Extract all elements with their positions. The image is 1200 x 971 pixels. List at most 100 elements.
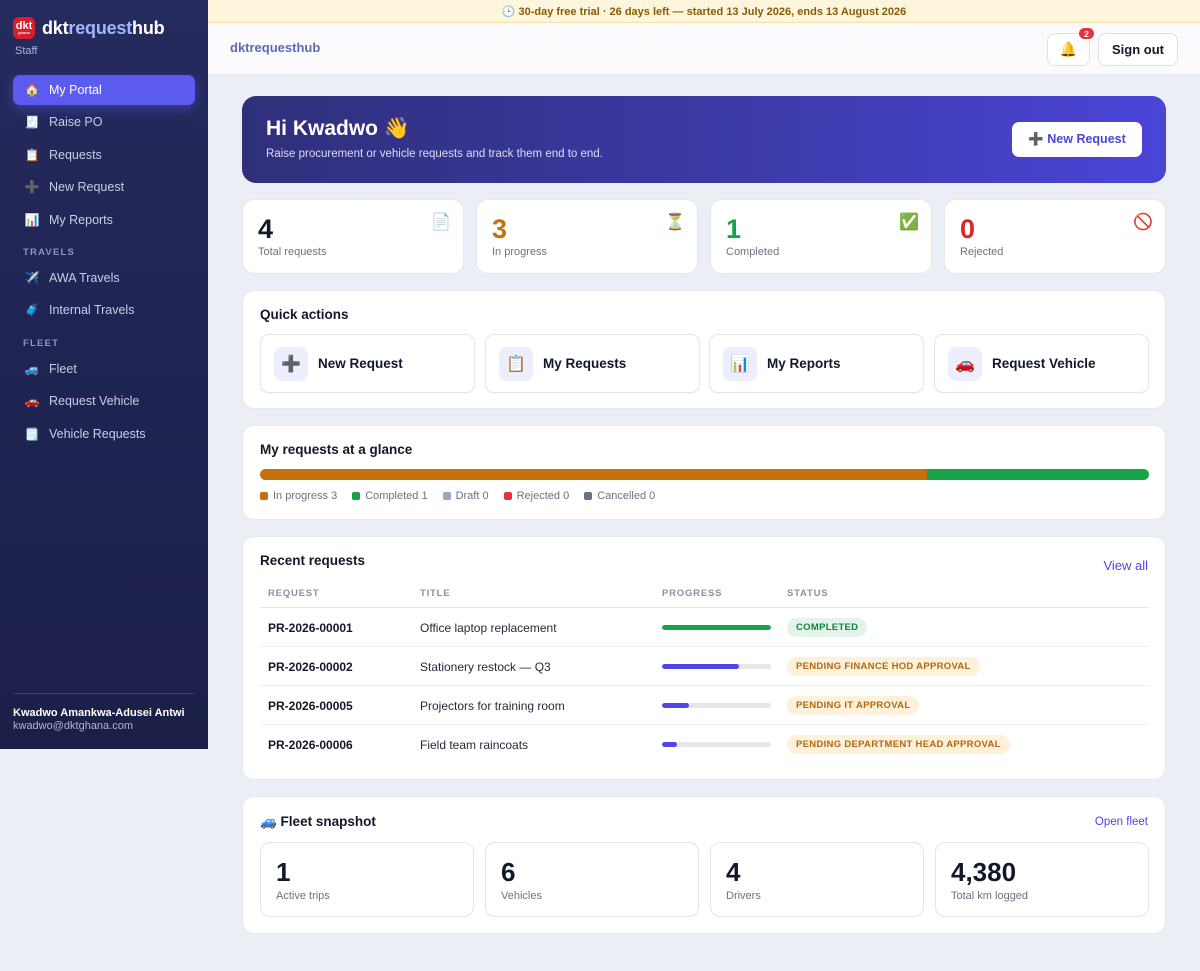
fleet-snapshot-panel: 🚙 Fleet snapshot Open fleet 1 Active tri… xyxy=(242,796,1166,934)
fleet-stat-vehicles: 6 Vehicles xyxy=(485,842,699,917)
car-icon: 🚗 xyxy=(948,346,982,381)
receipt-icon: 🧾 xyxy=(24,115,40,129)
user-role: Staff xyxy=(15,45,38,57)
quick-action-my-requests[interactable]: 📋 My Requests xyxy=(485,334,700,393)
notifications-button[interactable]: 🔔 2 xyxy=(1047,28,1094,66)
fleet-stat-drivers: 4 Drivers xyxy=(710,842,924,917)
sidebar-item-label: Requests xyxy=(49,148,102,162)
sidebar-item-my-reports[interactable]: 📊 My Reports xyxy=(13,205,195,235)
user-email: kwadwo@dktghana.com xyxy=(13,720,134,732)
sidebar-item-label: Vehicle Requests xyxy=(49,427,146,441)
fleet-stat-value: 6 xyxy=(501,857,516,887)
brand[interactable]: dkt ghana dktrequesthub xyxy=(13,17,165,39)
sidebar-item-label: AWA Travels xyxy=(49,271,120,285)
sidebar-item-vehicle-requests[interactable]: 🗒️ Vehicle Requests xyxy=(13,419,195,449)
home-icon: 🏠 xyxy=(24,83,40,97)
sidebar-item-label: My Reports xyxy=(49,213,113,227)
table-row[interactable]: PR-2026-00006 Field team raincoats PENDI… xyxy=(260,725,1149,764)
document-icon: 📄 xyxy=(431,214,451,231)
progress-bar xyxy=(662,625,771,630)
status-bar-segment xyxy=(260,469,927,480)
sidebar-item-my-portal[interactable]: 🏠 My Portal xyxy=(13,75,195,105)
legend-label: Draft 0 xyxy=(455,490,489,502)
stat-card-in-progress: 3 In progress ⏳ xyxy=(476,199,698,274)
plus-icon: ➕ xyxy=(274,346,308,381)
sidebar-item-new-request[interactable]: ➕ New Request xyxy=(13,172,195,202)
bar-chart-icon: 📊 xyxy=(723,346,757,381)
column-header-request: REQUEST xyxy=(268,588,320,599)
clipboard-icon: 📋 xyxy=(24,148,40,162)
sidebar-item-awa-travels[interactable]: ✈️ AWA Travels xyxy=(13,263,195,293)
status-badge: PENDING IT APPROVAL xyxy=(787,696,920,715)
new-request-button[interactable]: ➕ New Request xyxy=(1012,122,1142,157)
stat-label: In progress xyxy=(492,246,548,258)
progress-bar xyxy=(662,703,771,708)
request-id: PR-2026-00005 xyxy=(268,699,353,713)
quick-action-my-reports[interactable]: 📊 My Reports xyxy=(709,334,924,393)
topbar-brand[interactable]: dktrequesthub xyxy=(230,40,321,55)
recent-requests-panel: Recent requests View all REQUEST TITLE P… xyxy=(242,536,1166,780)
fleet-stat-active-trips: 1 Active trips xyxy=(260,842,474,917)
status-bar-segment xyxy=(926,469,1149,480)
quick-action-new-request[interactable]: ➕ New Request xyxy=(260,334,475,393)
request-title: Stationery restock — Q3 xyxy=(420,660,551,674)
fleet-stat-label: Total km logged xyxy=(951,890,1029,902)
luggage-icon: 🧳 xyxy=(24,303,40,317)
stat-value: 3 xyxy=(492,214,508,244)
quick-action-label: Request Vehicle xyxy=(992,356,1096,371)
clipboard-icon: 📋 xyxy=(499,346,533,381)
view-all-link[interactable]: View all xyxy=(1103,558,1148,573)
legend-swatch xyxy=(584,492,593,500)
nav-section-fleet: FLEET xyxy=(23,338,60,349)
legend-swatch xyxy=(260,492,268,500)
car-icon: 🚗 xyxy=(24,394,40,408)
progress-bar xyxy=(662,742,771,747)
quick-action-request-vehicle[interactable]: 🚗 Request Vehicle xyxy=(934,334,1149,393)
request-title: Projectors for training room xyxy=(420,699,565,713)
column-header-title: TITLE xyxy=(420,588,451,599)
fleet-snapshot-title: 🚙 Fleet snapshot xyxy=(260,814,376,829)
sidebar-item-internal-travels[interactable]: 🧳 Internal Travels xyxy=(13,295,195,325)
sidebar-item-label: Request Vehicle xyxy=(49,394,140,408)
legend-item: Completed 1 xyxy=(352,490,428,502)
request-id: PR-2026-00002 xyxy=(268,660,353,674)
notepad-icon: 🗒️ xyxy=(24,427,40,441)
quick-action-label: My Requests xyxy=(543,356,627,371)
table-row[interactable]: PR-2026-00002 Stationery restock — Q3 PE… xyxy=(260,647,1149,686)
stat-card-completed: 1 Completed ✅ xyxy=(710,199,932,274)
sidebar-item-requests[interactable]: 📋 Requests xyxy=(13,140,195,170)
legend-label: Rejected 0 xyxy=(516,490,570,502)
stat-label: Rejected xyxy=(960,246,1004,258)
stat-label: Total requests xyxy=(258,246,327,258)
open-fleet-link[interactable]: Open fleet xyxy=(1094,816,1148,828)
table-row[interactable]: PR-2026-00005 Projectors for training ro… xyxy=(260,686,1149,725)
prohibited-icon: 🚫 xyxy=(1133,214,1153,231)
status-distribution-bar xyxy=(260,469,1149,480)
legend-label: In progress 3 xyxy=(273,490,338,502)
status-badge: COMPLETED xyxy=(787,618,868,637)
sidebar-item-label: My Portal xyxy=(49,83,102,97)
hourglass-icon: ⏳ xyxy=(665,214,685,231)
requests-glance-panel: My requests at a glance In progress 3 Com… xyxy=(242,425,1166,520)
legend-item: Rejected 0 xyxy=(503,490,570,502)
stat-value: 0 xyxy=(960,214,976,244)
stat-label: Completed xyxy=(726,246,780,258)
sidebar-item-fleet[interactable]: 🚙 Fleet xyxy=(13,354,195,384)
sign-out-button[interactable]: Sign out xyxy=(1098,33,1178,66)
legend-swatch xyxy=(503,492,512,500)
sidebar-item-request-vehicle[interactable]: 🚗 Request Vehicle xyxy=(13,386,195,416)
sidebar-item-raise-po[interactable]: 🧾 Raise PO xyxy=(13,107,195,137)
bell-icon: 🔔 xyxy=(1059,41,1078,57)
status-badge: PENDING DEPARTMENT HEAD APPROVAL xyxy=(787,735,1010,754)
airplane-icon: ✈️ xyxy=(24,271,40,285)
request-title: Office laptop replacement xyxy=(420,621,557,635)
table-row[interactable]: PR-2026-00001 Office laptop replacement … xyxy=(260,608,1149,647)
quick-actions-panel: Quick actions ➕ New Request 📋 My Request… xyxy=(242,290,1166,409)
status-legend: In progress 3 Completed 1 Draft 0 Rejected … xyxy=(260,490,670,502)
stat-card-rejected: 0 Rejected 🚫 xyxy=(944,199,1166,274)
recent-requests-title: Recent requests xyxy=(260,553,366,568)
legend-item: In progress 3 xyxy=(260,490,337,502)
quick-actions-title: Quick actions xyxy=(260,307,349,322)
legend-swatch xyxy=(442,492,451,500)
fleet-stat-total-km: 4,380 Total km logged xyxy=(935,842,1149,917)
